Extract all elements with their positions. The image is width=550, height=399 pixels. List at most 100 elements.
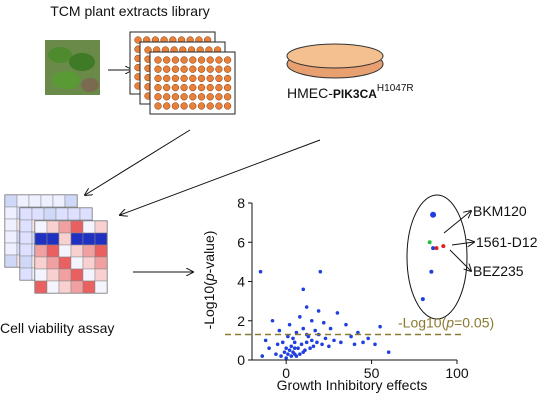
y-tick-label: 4 — [237, 274, 245, 290]
y-tick-label: 0 — [237, 352, 245, 368]
heatmap-cell — [82, 220, 96, 234]
well — [189, 65, 197, 73]
heatmap-cell — [31, 207, 45, 221]
threshold-label-part: =0.05) — [454, 314, 494, 330]
annotation-arrow — [451, 242, 474, 245]
data-point — [339, 340, 343, 345]
heatmap-cell — [34, 280, 48, 294]
well — [171, 74, 180, 83]
data-point — [301, 287, 306, 292]
data-point — [344, 322, 348, 327]
data-point — [282, 350, 287, 354]
well — [223, 93, 232, 101]
heatmap-cell — [4, 254, 18, 268]
data-point — [280, 340, 285, 345]
heatmap-stack — [4, 194, 108, 294]
heatmap-cell — [40, 194, 54, 208]
data-point — [298, 352, 302, 356]
well — [180, 93, 188, 101]
data-point — [313, 328, 318, 333]
heatmap-cell — [19, 267, 33, 281]
data-point — [327, 344, 331, 349]
well — [163, 102, 171, 110]
heatmap-cell — [82, 244, 96, 258]
data-point — [296, 346, 300, 351]
data-point — [303, 348, 307, 352]
heatmap-cell — [46, 256, 60, 270]
data-point — [287, 348, 292, 352]
cell-line-label: HMEC-PIK3CAH1047R — [287, 83, 414, 101]
heatmap-cell — [19, 219, 33, 233]
hit-point — [431, 246, 436, 251]
volcano-plot: -Log10(p-value) Growth Inhibitory effect… — [201, 194, 538, 393]
data-point — [373, 342, 377, 347]
well — [180, 102, 188, 110]
hit-point — [429, 269, 434, 274]
heatmap-cell — [58, 232, 72, 246]
heatmap-cell — [43, 207, 57, 221]
y-label-part: -Log10( — [201, 281, 217, 330]
heatmap-cell — [70, 244, 84, 258]
heatmap-cell — [94, 244, 108, 258]
heatmap-cell — [34, 220, 48, 234]
well — [180, 65, 188, 73]
x-tick-label: 50 — [364, 365, 380, 381]
well — [215, 83, 223, 92]
well — [197, 102, 206, 110]
threshold-label-part: -Log10( — [398, 314, 447, 330]
well — [180, 56, 188, 64]
well — [189, 74, 197, 83]
annotation: BKM120 — [473, 203, 527, 219]
data-point — [289, 354, 294, 358]
data-point — [286, 352, 290, 356]
annotation: 1561-D12 — [476, 234, 538, 250]
well — [163, 83, 171, 92]
well — [215, 56, 223, 64]
well — [171, 65, 180, 73]
data-point — [301, 326, 306, 331]
heatmap-cell — [28, 194, 42, 208]
well — [163, 65, 171, 73]
data-point — [260, 354, 265, 358]
heatmap-cell — [67, 207, 81, 221]
well — [197, 65, 206, 73]
hit-point — [427, 240, 432, 245]
heatmap-cell — [82, 256, 96, 270]
well — [197, 74, 206, 83]
well — [171, 83, 180, 92]
well — [163, 74, 171, 83]
well — [154, 93, 162, 101]
hit-point — [420, 297, 425, 302]
data-point — [378, 324, 382, 329]
well — [171, 93, 180, 101]
y-label-part: -value) — [201, 231, 217, 274]
well — [163, 93, 171, 101]
heatmap-cell — [58, 268, 72, 282]
heatmap-cell — [58, 220, 72, 234]
hit-ellipse — [406, 194, 468, 320]
heatmap-cell — [70, 280, 84, 294]
heatmap-cell — [58, 280, 72, 294]
well — [163, 56, 171, 64]
annotation-arrow — [443, 211, 471, 234]
well — [197, 93, 206, 101]
heatmap-cell — [52, 194, 66, 208]
data-point — [352, 342, 357, 347]
data-point — [361, 340, 365, 345]
heatmap-cell — [34, 268, 48, 282]
data-point — [258, 269, 263, 274]
well — [223, 83, 232, 92]
heatmap-cell — [19, 231, 33, 245]
hit-point — [434, 246, 439, 251]
heatmap-cell — [82, 232, 96, 246]
heatmap-cell — [46, 244, 60, 258]
data-point — [304, 305, 309, 309]
y-axis-label: -Log10(p-value) — [201, 231, 217, 330]
heatmap-cell — [19, 207, 33, 221]
well — [206, 74, 214, 83]
data-point — [275, 342, 280, 347]
heatmap-cell — [46, 280, 60, 294]
heatmap-cell — [46, 220, 60, 234]
heatmap-cell — [94, 256, 108, 270]
